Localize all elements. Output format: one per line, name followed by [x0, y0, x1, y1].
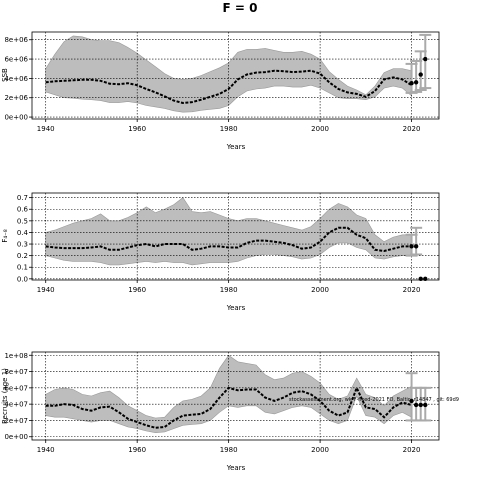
figure-title: F = 0 — [223, 1, 258, 15]
ssb-estimate-line — [45, 69, 413, 105]
fbar-y-tick-label: 0.5 — [17, 217, 28, 225]
fbar-forecast-point — [409, 244, 414, 249]
fbar-panel: 1940 1960 1980 2000 2020 0.0 0.1 0.2 0.3 0.4 0.5 0.… — [1, 192, 440, 312]
recruits-x-tick-label: 1960 — [128, 446, 146, 454]
ssb-y-tick-label: 6e+06 — [4, 56, 28, 64]
ssb-y-axis-label: SSB — [1, 68, 9, 82]
recruits-y-tick-label: 8e+07 — [4, 368, 28, 376]
assessment-note: stockassessment.org, wk-F-fixed-2021 FO,… — [289, 397, 459, 403]
fbar-estimate-line — [45, 226, 412, 253]
recruits-forecast-point — [418, 402, 423, 408]
fbar-x-tick-label: 2000 — [311, 286, 329, 294]
ssb-x-tick-label: 1960 — [128, 125, 146, 133]
ssb-x-axis-label: Years — [226, 143, 246, 151]
ssb-y-tick-label: 2e+06 — [4, 94, 28, 102]
recruits-forecast-point — [413, 402, 419, 408]
fbar-y-tick-label: 0.3 — [17, 241, 28, 249]
fbar-y-tick-label: 0.1 — [17, 264, 28, 272]
fbar-forecast-point — [413, 244, 419, 249]
fbar-y-tick-label: 0.6 — [17, 206, 29, 214]
ssb-panel: 1940 1960 1980 2000 2020 0e+00 2e+06 4e+06 6e+06… — [1, 31, 440, 151]
fbar-confidence-band — [45, 197, 412, 266]
recruits-y-tick-label: 1e+08 — [4, 352, 28, 360]
fbar-x-tick-label: 1960 — [128, 286, 146, 294]
ssb-y-tick-label: 4e+06 — [4, 75, 28, 83]
fbar-x-tick-label: 1980 — [220, 286, 238, 294]
fbar-forecast-point — [418, 276, 423, 282]
recruits-y-tick-label: 4e+07 — [4, 401, 28, 409]
ssb-forecast-point — [413, 80, 419, 85]
recruits-x-axis-label: Years — [226, 464, 246, 472]
recruits-estimate-line — [45, 385, 412, 429]
fbar-x-tick-label: 2020 — [403, 286, 421, 294]
ssb-forecast-point — [423, 56, 428, 62]
recruits-x-tick-label: 1980 — [220, 446, 238, 454]
ssb-y-tick-label: 0e+00 — [4, 114, 28, 122]
ssb-x-tick-label: 2000 — [311, 125, 329, 133]
fbar-y-tick-label: 0.7 — [17, 194, 28, 202]
ssb-x-tick-label: 1940 — [37, 125, 55, 133]
fbar-forecast-point — [423, 276, 428, 282]
recruits-x-tick-label: 2020 — [403, 446, 421, 454]
recruits-x-tick-label: 1940 — [37, 446, 55, 454]
ssb-x-tick-label: 2020 — [403, 125, 421, 133]
ssb-forecast-point — [418, 72, 423, 77]
fbar-y-axis-label: F₄₋₈ — [1, 229, 9, 243]
recruits-y-axis-label: Recruits (age 1) — [1, 368, 9, 424]
recruits-y-tick-label: 6e+07 — [4, 384, 28, 392]
recruits-panel: 1940 1960 1980 2000 2020 0e+00 2e+07 4e+07 6e+07… — [1, 351, 459, 472]
recruits-forecast-point — [409, 398, 414, 404]
fbar-y-tick-label: 0.4 — [17, 229, 29, 237]
ssb-x-tick-label: 1980 — [220, 125, 238, 133]
ssb-y-tick-label: 8e+06 — [4, 36, 28, 44]
fbar-x-tick-label: 1940 — [37, 286, 55, 294]
fbar-x-axis-label: Years — [226, 304, 246, 312]
recruits-forecast-point — [423, 402, 428, 408]
recruits-y-tick-label: 2e+07 — [4, 417, 28, 425]
fbar-plot-frame — [31, 192, 440, 281]
recruits-x-tick-label: 2000 — [311, 446, 329, 454]
ssb-forecast-point — [409, 81, 414, 86]
recruits-y-tick-label: 0e+00 — [4, 433, 28, 441]
ssb-plot-frame — [31, 31, 440, 120]
recruits-plot-frame — [31, 351, 440, 441]
fbar-y-tick-label: 0.2 — [17, 252, 28, 260]
fbar-y-tick-label: 0.0 — [17, 275, 28, 283]
